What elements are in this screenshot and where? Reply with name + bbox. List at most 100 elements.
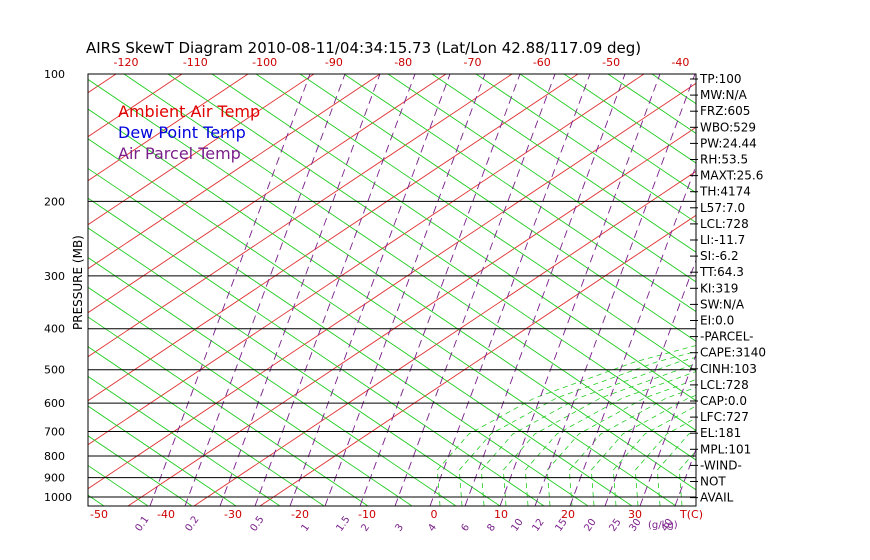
- index-label: LCL:728: [700, 378, 749, 392]
- moist-adiabat-line: [568, 386, 696, 506]
- isotherm-line: [259, 214, 696, 506]
- mixing-ratio-line: [464, 74, 626, 506]
- index-label: CAP:0.0: [700, 394, 747, 408]
- moist-adiabat-line: [502, 363, 696, 506]
- top-temp-tick-label: -40: [671, 56, 689, 69]
- legend-entry: Dew Point Temp: [118, 123, 246, 142]
- index-label: MAXT:25.6: [700, 169, 763, 183]
- dry-adiabat-line: [519, 74, 696, 194]
- dry-adiabat-line: [0, 74, 60, 506]
- dry-adiabat-line: [88, 227, 501, 506]
- isotherm-line: [193, 170, 696, 506]
- moist-adiabat-line: [436, 345, 696, 506]
- mixing-ratio-tick-label: 8: [485, 522, 498, 534]
- bottom-temp-tick-label: 0: [431, 508, 438, 521]
- index-label: TH:4174: [699, 185, 751, 199]
- dry-adiabat-line: [299, 74, 696, 342]
- dry-adiabat-line: [123, 74, 696, 461]
- background-lines: [0, 74, 870, 506]
- isotherm-line: [88, 82, 696, 490]
- dry-adiabat-line: [255, 74, 696, 372]
- top-temp-ticks: -120 -110 -100 -90 -80 -70 -60 -50 -40: [114, 56, 690, 69]
- mixing-ratio-tick-label: 3: [393, 522, 406, 534]
- mixing-ratio-line: [429, 74, 591, 506]
- moist-adiabat-line: [590, 394, 696, 506]
- isotherm-line: [88, 74, 249, 182]
- index-label: SI:-6.2: [700, 249, 739, 263]
- bottom-temp-tick-label: 10: [494, 508, 508, 521]
- isotherm-line: [0, 74, 50, 506]
- dry-adiabat-line: [88, 405, 237, 506]
- index-label: L57:7.0: [700, 201, 745, 215]
- isotherm-line: [88, 74, 381, 270]
- dry-adiabat-line: [343, 74, 696, 313]
- index-label: TT:64.3: [699, 265, 744, 279]
- mixing-ratio-tick-label: 6: [459, 522, 472, 534]
- bottom-temp-tick-label: -50: [90, 508, 108, 521]
- moist-adiabat-line: [480, 356, 696, 506]
- mixing-ratio-line: [359, 74, 521, 506]
- indices-panel: TP:100 MW:N/A FRZ:605 WBO:529 PW:24.44 RH:53.…: [690, 72, 766, 505]
- index-label: -WIND-: [700, 458, 742, 472]
- pressure-tick-label: 400: [44, 323, 65, 336]
- top-temp-tick-label: -80: [394, 56, 412, 69]
- moist-adiabat-line: [767, 74, 870, 506]
- bottom-temp-tick-label: -20: [291, 508, 309, 521]
- mixing-ratio-line: [184, 74, 346, 506]
- dry-adiabat-line: [88, 138, 633, 506]
- dry-adiabat-line: [475, 74, 696, 224]
- moist-adiabat-line: [458, 350, 696, 506]
- index-label: EI:0.0: [700, 314, 734, 328]
- mixing-ratio-line: [149, 74, 311, 506]
- top-temp-tick-label: -100: [252, 56, 277, 69]
- pressure-tick-label: 300: [44, 270, 65, 283]
- mixing-ratio-tick-label: 20: [582, 517, 598, 534]
- index-label: -PARCEL-: [700, 330, 754, 344]
- pressure-tick-label: 900: [44, 472, 65, 485]
- dry-adiabat-line: [651, 74, 696, 105]
- bottom-temp-tick-label: -40: [157, 508, 175, 521]
- index-label: WBO:529: [700, 120, 756, 134]
- mixing-ratio-tick-label: 0.5: [248, 514, 266, 533]
- mixing-ratio-tick-label: 12: [530, 517, 546, 534]
- index-label: CAPE:3140: [700, 346, 766, 360]
- mixing-ratio-tick-label: 25: [607, 517, 623, 534]
- mixing-ratio-tick-label: 1.5: [334, 514, 352, 533]
- index-label: LCL:728: [700, 217, 749, 231]
- y-axis-label: PRESSURE (MB): [71, 235, 85, 330]
- index-label: LFC:727: [700, 410, 749, 424]
- mixing-ratio-tick-label: 4: [426, 522, 439, 534]
- dry-adiabat-line: [88, 346, 325, 506]
- mixing-ratio-unit: (g/kg): [648, 520, 678, 531]
- isotherm-line: [88, 74, 513, 358]
- top-temp-tick-label: -60: [533, 56, 551, 69]
- dry-adiabat-line: [88, 167, 589, 506]
- mixing-ratio-line: [289, 74, 451, 506]
- mixing-ratio-tick-label: 2: [359, 522, 372, 534]
- index-label: LI:-11.7: [700, 233, 745, 247]
- index-label: CINH:103: [700, 362, 757, 376]
- pressure-tick-label: 200: [44, 195, 65, 208]
- index-label: PW:24.44: [700, 136, 757, 150]
- mixing-ratio-line: [219, 74, 381, 506]
- dry-adiabat-line: [0, 74, 16, 506]
- dry-adiabat-line: [167, 74, 696, 431]
- index-label: TP:100: [699, 72, 742, 86]
- bottom-temp-tick-label: 20: [561, 508, 575, 521]
- mixing-ratio-tick-label: 1: [299, 522, 312, 534]
- bottom-temp-unit: T(C): [679, 508, 703, 521]
- mixing-ratio-tick-label: 10: [509, 517, 525, 534]
- pressure-tick-label: 1000: [44, 491, 72, 504]
- dry-adiabat-line: [88, 316, 369, 506]
- pressure-ticks: 100 200 300 400 500 600 700 800 900 1000: [44, 68, 72, 504]
- legend: Ambient Air Temp Dew Point Temp Air Parcel…: [118, 102, 260, 163]
- legend-entry: Ambient Air Temp: [118, 102, 260, 121]
- mixing-ratio-line: [499, 74, 661, 506]
- isotherm-line: [88, 74, 645, 446]
- top-temp-tick-label: -70: [464, 56, 482, 69]
- dry-adiabat-line: [88, 108, 677, 506]
- isotherm-line: [88, 74, 579, 402]
- mixing-ratio-line: [254, 74, 416, 506]
- top-temp-tick-label: -120: [114, 56, 139, 69]
- index-label: SW:N/A: [700, 297, 745, 311]
